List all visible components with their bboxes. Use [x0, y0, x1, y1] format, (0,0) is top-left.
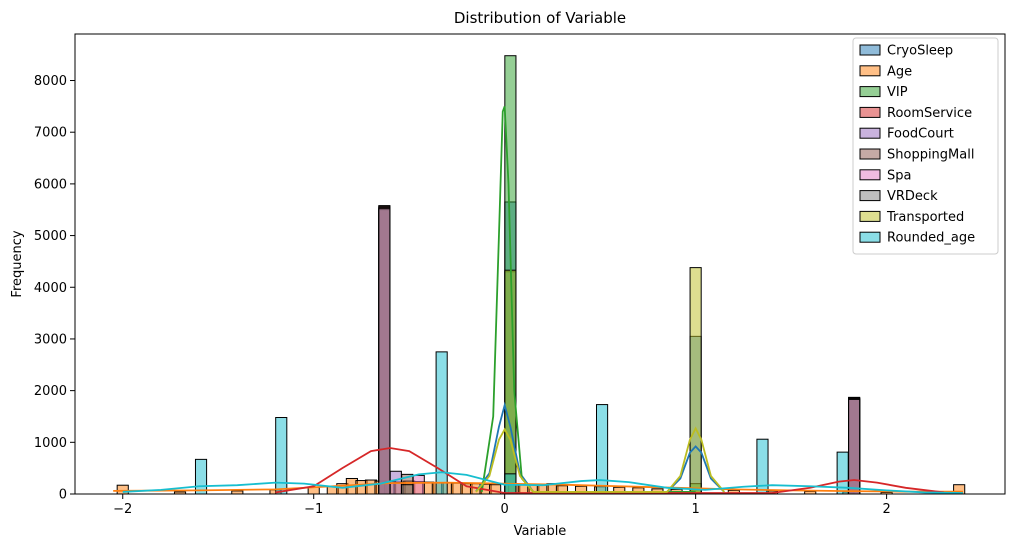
bar-vrdeck [401, 484, 414, 495]
kde-line-age [113, 481, 963, 493]
legend-label-age: Age [887, 64, 912, 79]
legend-swatch-foodcourt [859, 127, 881, 139]
x-tick-label: −1 [304, 502, 323, 517]
legend-swatch-spa [859, 169, 881, 181]
x-tick-label: 1 [691, 502, 699, 517]
kde-line-rounded-age [122, 471, 964, 494]
y-tick-label: 5000 [34, 229, 67, 244]
legend-label-transported: Transported [886, 210, 964, 225]
y-tick-label: 1000 [34, 436, 67, 451]
legend-label-foodcourt: FoodCourt [887, 127, 954, 142]
x-tick-label: 2 [882, 502, 890, 517]
legend-swatch-vip [859, 86, 881, 98]
y-tick-label: 0 [59, 488, 67, 503]
legend-label-vip: VIP [887, 85, 908, 100]
legend-label-roomservice: RoomService [887, 106, 972, 121]
x-tick-label: −2 [113, 502, 132, 517]
y-tick-label: 4000 [34, 281, 67, 296]
legend-box [852, 37, 999, 255]
y-tick-label: 6000 [34, 177, 67, 192]
legend-swatch-rounded-age [859, 231, 881, 243]
y-tick-label: 7000 [34, 126, 67, 141]
bar-transported [689, 267, 702, 495]
legend-swatch-age [859, 65, 881, 77]
legend-label-rounded-age: Rounded_age [887, 231, 975, 246]
kde-line-roomservice [275, 447, 944, 494]
y-axis-label: Frequency [10, 230, 25, 297]
legend: CryoSleep Age VIP RoomService FoodCourt Shopp… [852, 37, 999, 255]
legend-swatch-cryosleep [859, 44, 881, 56]
kde-line-transported [475, 426, 725, 493]
bar-rounded-age [194, 458, 208, 495]
y-axis: 0 1000 2000 3000 4000 5000 6000 7000 8000 [34, 74, 75, 503]
legend-swatch-roomservice [859, 106, 881, 118]
kde-layer [113, 106, 964, 494]
x-axis-label: Variable [514, 524, 567, 539]
bar-age [116, 484, 129, 495]
plot-frame [74, 33, 1006, 495]
bar-vrdeck [378, 208, 391, 495]
legend-swatch-vrdeck [859, 190, 881, 202]
y-tick-label: 3000 [34, 332, 67, 347]
legend-label-cryosleep: CryoSleep [887, 44, 953, 59]
legend-swatch-transported [859, 210, 881, 222]
x-axis: −2 −1 0 1 2 [113, 494, 891, 517]
chart-title: Distribution of Variable [454, 9, 626, 27]
y-tick-label: 2000 [34, 384, 67, 399]
y-tick-label: 8000 [34, 74, 67, 89]
legend-swatch-shoppingmall [859, 148, 881, 160]
legend-label-spa: Spa [887, 168, 911, 183]
legend-label-vrdeck: VRDeck [887, 189, 938, 204]
bar-spa [412, 474, 425, 495]
x-tick-label: 0 [501, 502, 509, 517]
legend-label-shoppingmall: ShoppingMall [887, 148, 974, 163]
